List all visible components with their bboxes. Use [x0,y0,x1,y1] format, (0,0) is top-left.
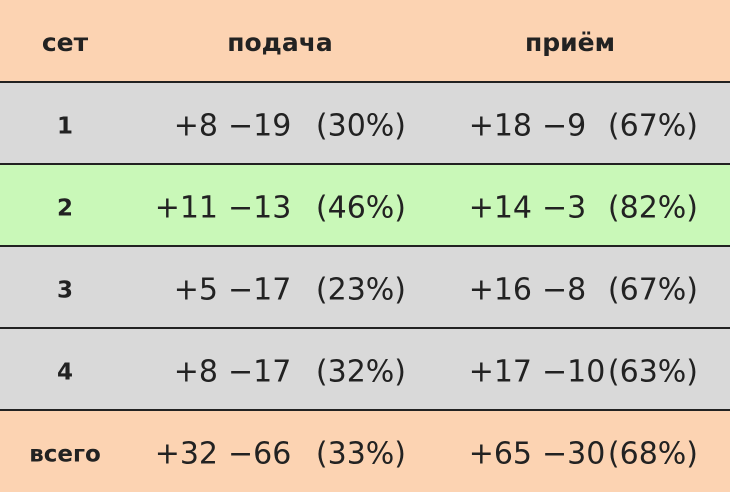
table-row [0,82,730,164]
percentage: (30%) [316,109,406,144]
points-won: +8 [174,355,218,390]
percentage: (23%) [316,273,406,308]
header-row [0,0,730,82]
percentage: (67%) [608,273,698,308]
set-label: 1 [57,114,73,140]
header-cell: приём [525,28,615,57]
points-won: +14 [469,191,532,226]
table-row [0,328,730,410]
points-lost: −13 [228,191,291,226]
set-label: 4 [57,360,73,386]
header-cell: сет [42,28,89,57]
percentage: (67%) [608,109,698,144]
points-lost: −30 [542,437,605,472]
points-lost: −66 [228,437,291,472]
points-lost: −9 [542,109,586,144]
percentage: (68%) [608,437,698,472]
points-lost: −17 [228,273,291,308]
set-label: 3 [57,278,73,304]
set-label: всего [29,442,101,468]
percentage: (82%) [608,191,698,226]
percentage: (33%) [316,437,406,472]
percentage: (46%) [316,191,406,226]
table-row [0,246,730,328]
points-lost: −19 [228,109,291,144]
points-lost: −17 [228,355,291,390]
table-row [0,410,730,492]
points-lost: −8 [542,273,586,308]
points-won: +16 [469,273,532,308]
header-cell: подача [227,28,333,57]
percentage: (32%) [316,355,406,390]
points-lost: −3 [542,191,586,226]
points-won: +17 [469,355,532,390]
points-won: +18 [469,109,532,144]
points-lost: −10 [542,355,605,390]
points-won: +65 [469,437,532,472]
points-won: +5 [174,273,218,308]
table-row [0,164,730,246]
points-won: +8 [174,109,218,144]
points-won: +11 [155,191,218,226]
percentage: (63%) [608,355,698,390]
points-won: +32 [155,437,218,472]
set-label: 2 [57,196,73,222]
